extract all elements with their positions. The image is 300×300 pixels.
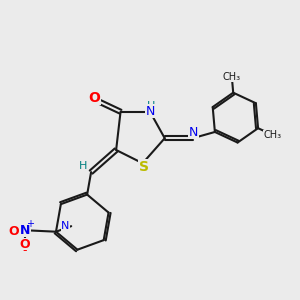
Text: H: H	[146, 101, 155, 111]
Text: O: O	[88, 91, 100, 105]
Text: N: N	[189, 126, 198, 139]
Text: +: +	[26, 219, 34, 229]
Text: N: N	[61, 221, 70, 231]
Text: O: O	[8, 225, 19, 238]
Text: H: H	[79, 161, 87, 171]
Text: -: -	[23, 244, 27, 257]
Text: S: S	[139, 160, 149, 174]
Text: CH₃: CH₃	[264, 130, 282, 140]
Text: CH₃: CH₃	[223, 71, 241, 82]
Text: N: N	[20, 224, 30, 237]
Text: O: O	[20, 238, 30, 251]
Text: N: N	[145, 105, 155, 118]
